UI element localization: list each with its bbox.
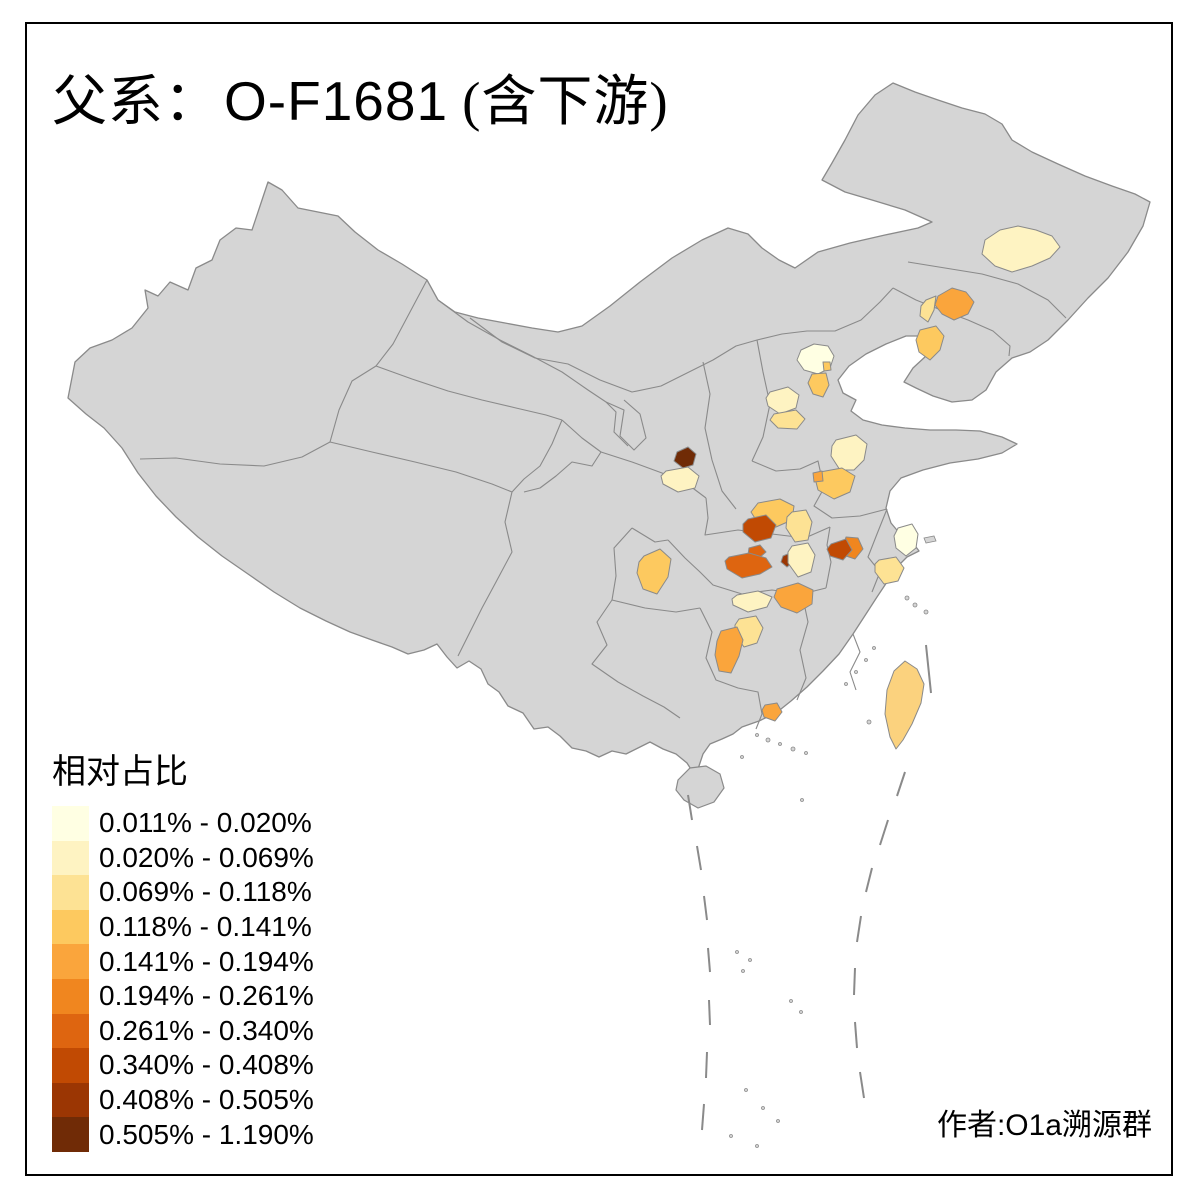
map-region-region-14 xyxy=(660,466,700,493)
map-region-region-07 xyxy=(807,372,830,398)
hainan-island xyxy=(675,765,725,809)
map-region-region-03 xyxy=(919,295,937,323)
legend-swatch xyxy=(52,875,89,910)
legend-row: 0.069% - 0.118% xyxy=(52,875,314,910)
map-region-region-31 xyxy=(761,702,783,722)
choropleth-regions xyxy=(636,225,1061,750)
map-region-region-17 xyxy=(742,514,777,543)
legend-title: 相对占比 xyxy=(52,754,188,791)
legend-label: 0.069% - 0.118% xyxy=(99,876,312,908)
legend: 相对占比 0.011% - 0.020% 0.020% - 0.069% 0.069… xyxy=(52,744,314,1152)
legend-label: 0.141% - 0.194% xyxy=(99,945,314,977)
map-region-region-24 xyxy=(893,523,919,557)
map-region-region-26 xyxy=(636,548,672,595)
legend-swatch xyxy=(52,1048,89,1083)
legend-row: 0.020% - 0.069% xyxy=(52,840,314,876)
legend-row: 0.505% - 1.190% xyxy=(52,1117,314,1152)
nine-dash-line xyxy=(687,644,932,1131)
map-region-region-19 xyxy=(724,552,773,579)
attribution-text: 作者:O1a溯源群 xyxy=(936,1109,1152,1142)
legend-swatch xyxy=(52,978,89,1014)
map-region-region-25 xyxy=(874,556,905,585)
legend-row: 0.118% - 0.141% xyxy=(52,909,314,945)
legend-swatch xyxy=(52,1013,89,1049)
title-haplogroup: O-F1681 xyxy=(224,70,449,132)
legend-label: 0.340% - 0.408% xyxy=(99,1049,314,1081)
map-region-region-01 xyxy=(981,225,1061,273)
legend-swatch xyxy=(52,840,89,876)
map-region-region-02 xyxy=(934,287,975,321)
legend-label: 0.194% - 0.261% xyxy=(99,980,314,1012)
title-suffix: (含下游) xyxy=(462,71,669,132)
legend-row: 0.408% - 0.505% xyxy=(52,1082,314,1118)
mainland-outline xyxy=(67,82,1151,775)
map-region-region-30 xyxy=(714,626,744,674)
map-region-region-13 xyxy=(673,446,697,469)
legend-swatch xyxy=(52,1117,89,1152)
page-title: 父系：O-F1681 (含下游) xyxy=(52,56,669,136)
title-prefix: 父系： xyxy=(52,71,221,132)
map-region-region-28 xyxy=(773,582,814,614)
coastal-islands xyxy=(729,535,937,1148)
legend-label: 0.505% - 1.190% xyxy=(99,1118,314,1150)
legend-row: 0.141% - 0.194% xyxy=(52,944,314,979)
map-region-region-23 xyxy=(826,538,853,561)
map-region-region-12 xyxy=(812,470,824,483)
legend-swatch xyxy=(52,944,89,979)
legend-label: 0.011% - 0.020% xyxy=(99,807,312,839)
legend-row: 0.011% - 0.020% xyxy=(52,806,314,841)
legend-label: 0.261% - 0.340% xyxy=(99,1014,314,1046)
legend-label: 0.020% - 0.069% xyxy=(99,841,314,873)
legend-label: 0.408% - 0.505% xyxy=(99,1084,314,1116)
map-region-region-04 xyxy=(915,325,945,361)
legend-row: 0.261% - 0.340% xyxy=(52,1013,314,1049)
legend-label: 0.118% - 0.141% xyxy=(99,911,312,943)
map-region-region-09 xyxy=(769,409,806,430)
map-region-region-10 xyxy=(830,434,868,471)
map-region-region-16 xyxy=(785,509,813,543)
legend-row: 0.194% - 0.261% xyxy=(52,978,314,1014)
map-region-region-32 xyxy=(884,660,925,750)
legend-swatch xyxy=(52,1082,89,1118)
legend-swatch xyxy=(52,909,89,945)
legend-swatch xyxy=(52,806,89,841)
province-borders xyxy=(139,261,1067,730)
map-region-region-21 xyxy=(787,542,816,578)
legend-row: 0.340% - 0.408% xyxy=(52,1048,314,1083)
map-region-region-06 xyxy=(822,361,832,372)
map-region-region-27 xyxy=(731,590,773,613)
legend-rows: 0.011% - 0.020% 0.020% - 0.069% 0.069% - 0… xyxy=(52,806,314,1152)
